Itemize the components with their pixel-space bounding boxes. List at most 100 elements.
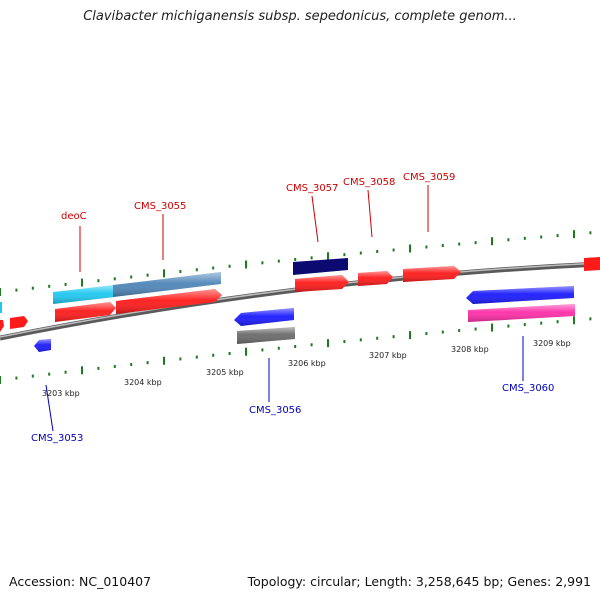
outer-tick xyxy=(392,248,395,252)
outer-tick xyxy=(195,268,198,272)
scale-label-3208: 3208 kbp xyxy=(451,345,489,354)
outer-tick xyxy=(48,284,51,288)
scale-label-3203: 3203 kbp xyxy=(42,389,80,398)
outer-tick xyxy=(130,275,133,279)
outer-tick xyxy=(376,250,379,254)
gene-blue-CMS-3056[interactable] xyxy=(234,308,294,326)
inner-tick xyxy=(474,327,477,331)
outer-tick xyxy=(507,238,510,242)
label-CMS-3060[interactable]: CMS_3060 xyxy=(502,383,554,394)
scale-label-3205: 3205 kbp xyxy=(206,368,244,377)
inner-tick xyxy=(409,331,411,340)
outer-tick xyxy=(113,277,116,281)
outer-tick xyxy=(245,260,247,269)
outer-tick xyxy=(343,253,346,257)
inner-tick xyxy=(556,320,559,324)
gene-red-CMS-3059[interactable] xyxy=(403,266,461,282)
inner-tick xyxy=(81,366,83,375)
outer-tick xyxy=(261,261,264,265)
gene-navy-box[interactable] xyxy=(293,258,348,275)
genome-summary-text: Topology: circular; Length: 3,258,645 bp… xyxy=(247,574,591,589)
outer-tick xyxy=(474,241,477,245)
gene-grey-box[interactable] xyxy=(237,327,295,344)
inner-tick xyxy=(540,321,543,325)
reverse-genes xyxy=(0,286,575,352)
inner-tick xyxy=(245,347,247,356)
outer-tick xyxy=(491,237,493,246)
inner-tick xyxy=(97,366,100,370)
inner-tick xyxy=(441,330,444,334)
outer-tick xyxy=(359,251,362,255)
gene-pink-box[interactable] xyxy=(468,304,575,322)
outer-tick-row xyxy=(0,230,592,296)
label-CMS-3059[interactable]: CMS_3059 xyxy=(403,172,455,183)
label-CMS-3057[interactable]: CMS_3057 xyxy=(286,183,338,194)
scale-label-3207: 3207 kbp xyxy=(369,351,407,360)
inner-tick xyxy=(359,338,362,342)
gene-red-CMS-3055[interactable] xyxy=(116,289,222,314)
inner-tick xyxy=(507,324,510,328)
gene-red-deoC[interactable] xyxy=(55,302,116,322)
outer-tick xyxy=(64,282,67,286)
inner-tick xyxy=(179,357,182,361)
accession-text: Accession: NC_010407 xyxy=(9,574,152,589)
gene-cyan-left-edge[interactable] xyxy=(0,302,2,313)
outer-tick xyxy=(294,257,297,261)
label-CMS-3058[interactable]: CMS_3058 xyxy=(343,177,395,188)
label-deoC[interactable]: deoC xyxy=(61,211,87,222)
outer-tick xyxy=(97,279,100,283)
gene-red-left-0[interactable] xyxy=(0,320,4,332)
inner-tick xyxy=(195,355,198,359)
inner-tick xyxy=(48,372,51,376)
outer-tick xyxy=(15,288,18,292)
inner-tick xyxy=(15,376,18,380)
inner-tick xyxy=(212,353,215,357)
forward-genes xyxy=(0,257,600,332)
label-CMS-3053[interactable]: CMS_3053 xyxy=(31,433,83,444)
outer-tick xyxy=(409,244,411,253)
inner-tick xyxy=(573,316,575,325)
outer-tick xyxy=(441,244,444,248)
gene-red-CMS-3057[interactable] xyxy=(295,275,349,292)
outer-tick xyxy=(179,270,182,274)
inner-tick xyxy=(310,343,313,347)
outer-tick xyxy=(327,252,329,261)
label-CMS-3055[interactable]: CMS_3055 xyxy=(134,201,186,212)
outer-tick xyxy=(146,273,149,277)
gene-red-left-1[interactable] xyxy=(10,316,28,329)
outer-tick xyxy=(523,236,526,240)
gene-red-CMS-3058[interactable] xyxy=(358,271,393,286)
inner-tick xyxy=(491,323,493,332)
gene-deoC-block[interactable] xyxy=(53,285,115,304)
label-CMS-3056[interactable]: CMS_3056 xyxy=(249,405,301,416)
inner-tick xyxy=(31,374,34,378)
inner-tick xyxy=(113,364,116,368)
outer-tick xyxy=(277,259,280,263)
inner-tick xyxy=(523,323,526,327)
inner-tick xyxy=(294,344,297,348)
inner-tick xyxy=(130,363,133,367)
gene-red-right-edge[interactable] xyxy=(584,257,600,271)
scale-label-3209: 3209 kbp xyxy=(533,339,571,348)
outer-tick xyxy=(589,231,592,235)
gene-blue-CMS-3060[interactable] xyxy=(466,286,574,304)
genome-title: Clavibacter michiganensis subsp. sepedon… xyxy=(83,9,517,24)
inner-tick xyxy=(589,317,592,321)
outer-tick xyxy=(458,242,461,246)
outer-tick xyxy=(212,266,215,270)
inner-tick-row xyxy=(0,316,592,384)
inner-tick xyxy=(163,356,165,365)
inner-tick xyxy=(458,329,461,333)
outer-tick xyxy=(573,230,575,239)
inner-tick xyxy=(261,348,264,352)
scale-label-3206: 3206 kbp xyxy=(288,359,326,368)
outer-tick xyxy=(540,235,543,239)
outer-tick xyxy=(81,278,83,287)
gene-blue-CMS-3053[interactable] xyxy=(34,339,51,352)
gene-CMS-3055-block[interactable] xyxy=(113,272,221,297)
outer-tick xyxy=(228,264,231,268)
outer-tick xyxy=(425,245,428,249)
inner-tick xyxy=(0,376,1,384)
